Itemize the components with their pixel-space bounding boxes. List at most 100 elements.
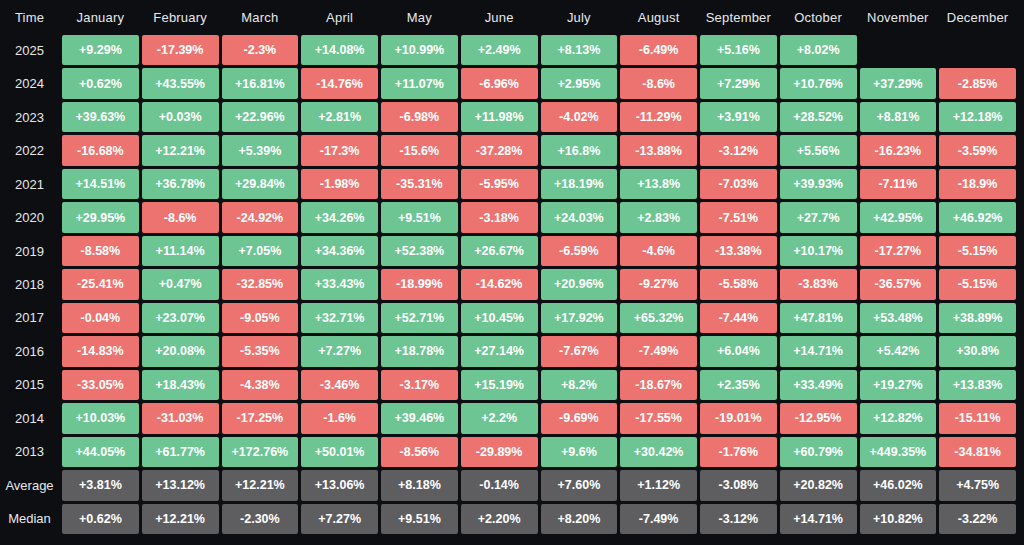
cell-2014-december: -15.11% [939, 403, 1016, 433]
cell-2015-november: +19.27% [860, 370, 937, 400]
cell-2024-august: -8.6% [620, 68, 697, 98]
cell-2020-november: +42.95% [860, 202, 937, 232]
cell-2018-january: -25.41% [62, 269, 139, 299]
row-label-2013: 2013 [0, 437, 59, 467]
cell-2014-november: +12.82% [860, 403, 937, 433]
cell-2021-november: -7.11% [860, 169, 937, 199]
cell-2019-january: -8.58% [62, 236, 139, 266]
cell-2021-march: +29.84% [222, 169, 299, 199]
cell-2016-july: -7.67% [541, 336, 618, 366]
column-header-february: February [142, 2, 219, 32]
column-header-january: January [62, 2, 139, 32]
cell-2017-january: -0.04% [62, 303, 139, 333]
row-label-2021: 2021 [0, 169, 59, 199]
cell-2013-january: +44.05% [62, 437, 139, 467]
row-label-2024: 2024 [0, 68, 59, 98]
cell-2021-april: -1.98% [301, 169, 378, 199]
cell-median-april: +7.27% [301, 504, 378, 534]
cell-2013-october: +60.79% [780, 437, 857, 467]
cell-average-february: +13.12% [142, 470, 219, 500]
cell-2022-november: -16.23% [860, 135, 937, 165]
column-header-december: December [939, 2, 1016, 32]
cell-2022-april: -17.3% [301, 135, 378, 165]
cell-2025-may: +10.99% [381, 35, 458, 65]
cell-2024-may: +11.07% [381, 68, 458, 98]
cell-2022-may: -15.6% [381, 135, 458, 165]
cell-2019-july: -6.59% [541, 236, 618, 266]
cell-2017-may: +52.71% [381, 303, 458, 333]
cell-2015-october: +33.49% [780, 370, 857, 400]
cell-2022-february: +12.21% [142, 135, 219, 165]
cell-2021-september: -7.03% [700, 169, 777, 199]
row-label-2023: 2023 [0, 102, 59, 132]
row-label-2018: 2018 [0, 269, 59, 299]
cell-2015-july: +8.2% [541, 370, 618, 400]
cell-2015-june: +15.19% [461, 370, 538, 400]
cell-2025-july: +8.13% [541, 35, 618, 65]
cell-2024-june: -6.96% [461, 68, 538, 98]
cell-2019-november: -17.27% [860, 236, 937, 266]
column-header-march: March [222, 2, 299, 32]
cell-2023-april: +2.81% [301, 102, 378, 132]
column-header-september: September [700, 2, 777, 32]
cell-2023-march: +22.96% [222, 102, 299, 132]
cell-median-february: +12.21% [142, 504, 219, 534]
cell-2019-june: +26.67% [461, 236, 538, 266]
cell-2020-april: +34.26% [301, 202, 378, 232]
cell-median-october: +14.71% [780, 504, 857, 534]
cell-2024-february: +43.55% [142, 68, 219, 98]
cell-2023-september: +3.91% [700, 102, 777, 132]
cell-2025-march: -2.3% [222, 35, 299, 65]
cell-2017-april: +32.71% [301, 303, 378, 333]
cell-2013-december: -34.81% [939, 437, 1016, 467]
cell-2019-april: +34.36% [301, 236, 378, 266]
cell-2016-may: +18.78% [381, 336, 458, 366]
cell-2023-august: -11.29% [620, 102, 697, 132]
cell-2018-september: -5.58% [700, 269, 777, 299]
row-label-2017: 2017 [0, 303, 59, 333]
cell-2014-july: -9.69% [541, 403, 618, 433]
cell-2014-february: -31.03% [142, 403, 219, 433]
column-header-april: April [301, 2, 378, 32]
cell-average-november: +46.02% [860, 470, 937, 500]
cell-2019-march: +7.05% [222, 236, 299, 266]
cell-2014-april: -1.6% [301, 403, 378, 433]
cell-median-august: -7.49% [620, 504, 697, 534]
cell-2022-october: +5.56% [780, 135, 857, 165]
cell-2014-august: -17.55% [620, 403, 697, 433]
cell-2021-july: +18.19% [541, 169, 618, 199]
cell-2022-december: -3.59% [939, 135, 1016, 165]
cell-2015-january: -33.05% [62, 370, 139, 400]
column-header-august: August [620, 2, 697, 32]
row-label-2020: 2020 [0, 202, 59, 232]
cell-2014-march: -17.25% [222, 403, 299, 433]
cell-median-november: +10.82% [860, 504, 937, 534]
cell-2018-february: +0.47% [142, 269, 219, 299]
cell-2013-september: -1.76% [700, 437, 777, 467]
column-header-july: July [541, 2, 618, 32]
cell-2021-october: +39.93% [780, 169, 857, 199]
cell-2023-june: +11.98% [461, 102, 538, 132]
cell-average-march: +12.21% [222, 470, 299, 500]
cell-2019-december: -5.15% [939, 236, 1016, 266]
cell-2020-march: -24.92% [222, 202, 299, 232]
cell-median-may: +9.51% [381, 504, 458, 534]
cell-2024-march: +16.81% [222, 68, 299, 98]
cell-2013-april: +50.01% [301, 437, 378, 467]
cell-median-january: +0.62% [62, 504, 139, 534]
cell-2013-february: +61.77% [142, 437, 219, 467]
cell-2016-january: -14.83% [62, 336, 139, 366]
cell-2022-september: -3.12% [700, 135, 777, 165]
cell-2016-september: +6.04% [700, 336, 777, 366]
cell-2022-june: -37.28% [461, 135, 538, 165]
cell-2024-april: -14.76% [301, 68, 378, 98]
cell-2017-december: +38.89% [939, 303, 1016, 333]
cell-2025-september: +5.16% [700, 35, 777, 65]
cell-2017-november: +53.48% [860, 303, 937, 333]
cell-average-july: +7.60% [541, 470, 618, 500]
cell-2025-november [860, 35, 937, 65]
cell-2019-september: -13.38% [700, 236, 777, 266]
cell-2023-february: +0.03% [142, 102, 219, 132]
cell-2015-december: +13.83% [939, 370, 1016, 400]
cell-2014-october: -12.95% [780, 403, 857, 433]
